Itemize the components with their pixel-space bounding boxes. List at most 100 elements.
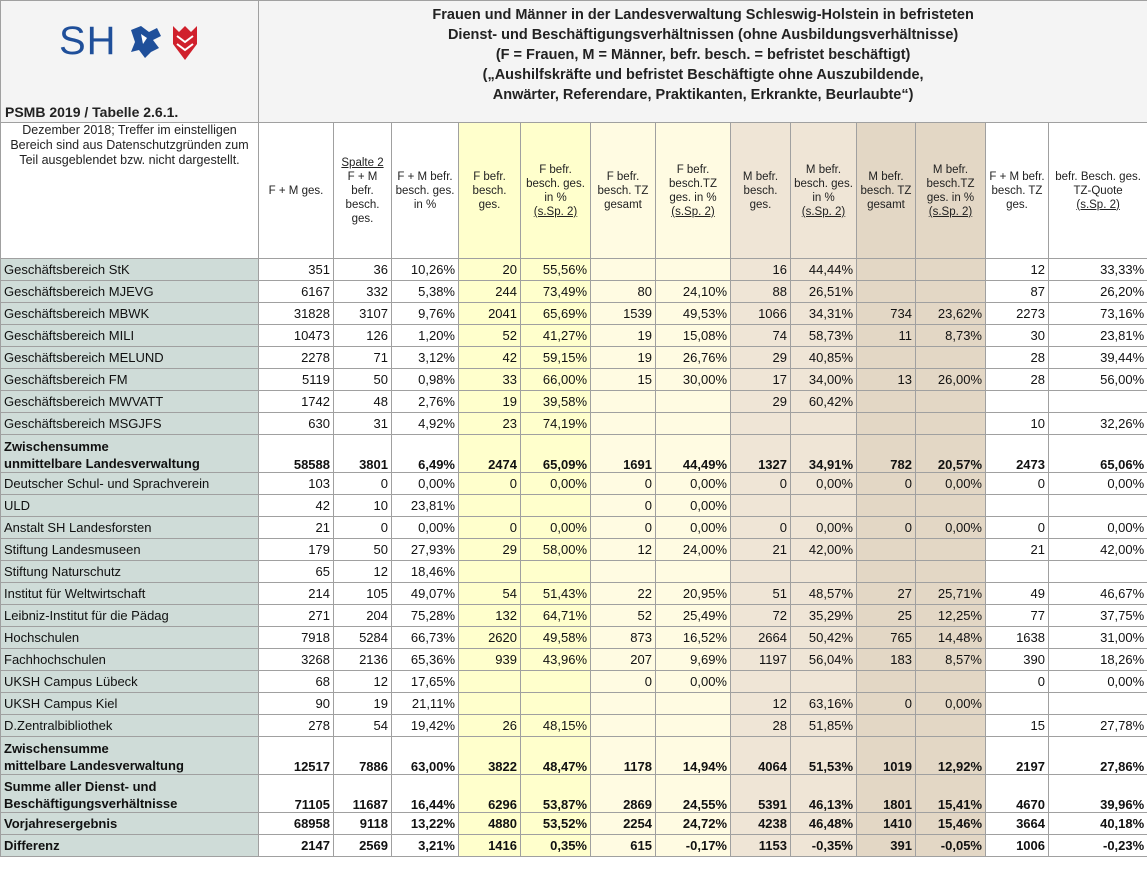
cell: 782: [856, 434, 916, 473]
cell: 18,46%: [391, 560, 459, 583]
cell: 26,76%: [655, 346, 731, 369]
cell: 34,00%: [790, 368, 857, 391]
cell: 49,58%: [520, 626, 591, 649]
cell: 63,00%: [391, 736, 459, 775]
empty-cell: [856, 346, 916, 369]
row-label: Deutscher Schul- und Sprachverein: [0, 472, 259, 495]
cell: 48,15%: [520, 714, 591, 737]
cell: 24,10%: [655, 280, 731, 303]
table-row: Leibniz-Institut für die Pädag 271 204 75,2…: [0, 604, 1147, 627]
empty-cell: [856, 560, 916, 583]
cell: 64,71%: [520, 604, 591, 627]
cell: 207: [590, 648, 656, 671]
cell: 2136: [333, 648, 392, 671]
header-row: SH PSMB 2019 / Tabelle 2.6.1. Frauen und…: [0, 0, 1147, 123]
cell: 53,52%: [520, 812, 591, 835]
cell: 0: [333, 472, 392, 495]
column-label: F + M befr. besch. TZ ges.: [989, 170, 1045, 211]
empty-cell: [915, 280, 986, 303]
cell: 46,48%: [790, 812, 857, 835]
cell: 12,25%: [915, 604, 986, 627]
cell: -0,23%: [1047, 834, 1147, 857]
empty-cell: [856, 714, 916, 737]
table-row: Stiftung Naturschutz 65 12 18,46%: [0, 560, 1147, 583]
cell: 2254: [590, 812, 656, 835]
empty-cell: [730, 560, 791, 583]
cell: 0,00%: [790, 516, 857, 539]
cell: 12: [730, 692, 791, 715]
empty-cell: [915, 346, 986, 369]
cell: 4,92%: [391, 412, 459, 435]
title-line: Frauen und Männer in der Landesverwaltun…: [432, 7, 974, 23]
cell: 2273: [985, 302, 1049, 325]
empty-cell: [520, 670, 591, 693]
cell: 68: [258, 670, 334, 693]
cell: 12: [590, 538, 656, 561]
cell: 33: [458, 368, 521, 391]
cell: 12,92%: [915, 736, 986, 775]
cell: 52: [590, 604, 656, 627]
row-label: D.Zentralbibliothek: [0, 714, 259, 737]
cell: 41,27%: [520, 324, 591, 347]
cell: 0,00%: [655, 494, 731, 517]
cell: 0,00%: [520, 472, 591, 495]
cell: 51: [730, 582, 791, 605]
row-label: Geschäftsbereich MJEVG: [0, 280, 259, 303]
table-row: Fachhochschulen 3268 2136 65,36% 939 43,96% 20…: [0, 648, 1147, 671]
column-label: F + M ges.: [268, 184, 324, 197]
cell: 873: [590, 626, 656, 649]
cell: 9118: [333, 812, 392, 835]
cell: 10473: [258, 324, 334, 347]
cell: 37,75%: [1047, 604, 1147, 627]
cell: 80: [590, 280, 656, 303]
cell: 49,07%: [391, 582, 459, 605]
table-row: Zwischensumme unmittelbare Landesverwalt…: [0, 434, 1147, 473]
cell: 0: [590, 670, 656, 693]
cell: 71105: [258, 774, 334, 813]
row-label: Differenz: [0, 834, 259, 857]
cell: 8,57%: [915, 648, 986, 671]
row-label: Summe aller Dienst- und Beschäftigungsve…: [0, 774, 259, 813]
empty-cell: [655, 560, 731, 583]
cell: 10,26%: [391, 258, 459, 281]
row-label: Stiftung Landesmuseen: [0, 538, 259, 561]
cell: 0,00%: [655, 516, 731, 539]
row-label: Anstalt SH Landesforsten: [0, 516, 259, 539]
empty-cell: [856, 494, 916, 517]
cell: 73,49%: [520, 280, 591, 303]
cell: 0,00%: [1047, 516, 1147, 539]
cell: 29: [730, 390, 791, 413]
cell: 44,49%: [655, 434, 731, 473]
column-header: F befr. besch. TZ gesamt: [590, 122, 656, 259]
cell: 1066: [730, 302, 791, 325]
cell: 2473: [985, 434, 1049, 473]
cell: 0,00%: [915, 472, 986, 495]
cell: 29: [458, 538, 521, 561]
empty-cell: [856, 390, 916, 413]
cell: 2869: [590, 774, 656, 813]
empty-cell: [985, 494, 1049, 517]
cell: 13,22%: [391, 812, 459, 835]
empty-cell: [856, 670, 916, 693]
column-ref: (s.Sp. 2): [928, 205, 973, 218]
empty-cell: [590, 692, 656, 715]
empty-cell: [730, 670, 791, 693]
cell: 51,53%: [790, 736, 857, 775]
empty-cell: [1047, 390, 1147, 413]
empty-cell: [590, 390, 656, 413]
cell: 0: [458, 516, 521, 539]
cell: 2,76%: [391, 390, 459, 413]
cell: 66,73%: [391, 626, 459, 649]
cell: 5391: [730, 774, 791, 813]
cell: 65: [258, 560, 334, 583]
cell: 30,00%: [655, 368, 731, 391]
cell: 1197: [730, 648, 791, 671]
empty-cell: [520, 560, 591, 583]
table-body: Geschäftsbereich StK 351 36 10,26% 20 55,56% 1…: [0, 258, 1147, 857]
cell: 21: [730, 538, 791, 561]
cell: 0,00%: [655, 670, 731, 693]
cell: 105: [333, 582, 392, 605]
cell: 1742: [258, 390, 334, 413]
cell: 10: [985, 412, 1049, 435]
cell: 20: [458, 258, 521, 281]
